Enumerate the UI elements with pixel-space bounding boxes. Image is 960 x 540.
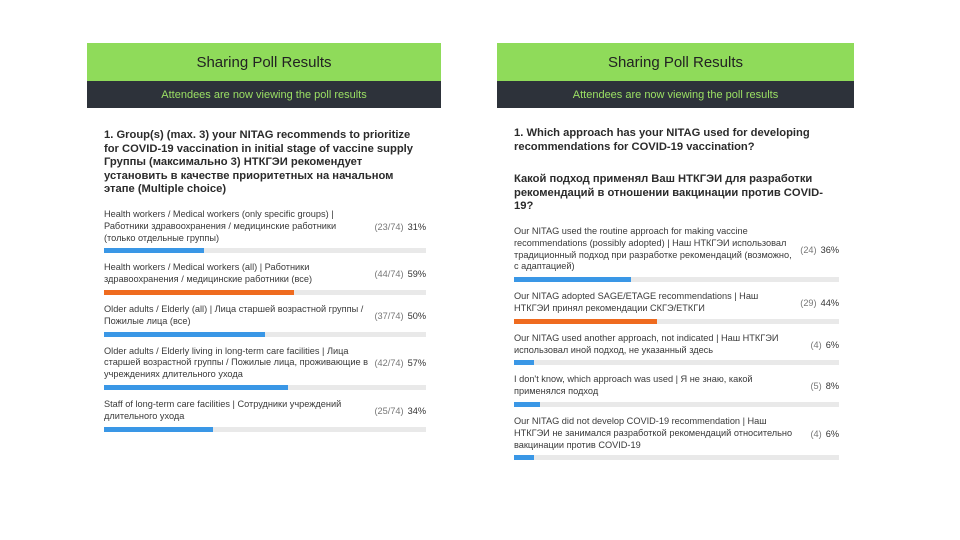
poll-option-bar-track	[104, 289, 426, 295]
poll-results-panel-left: Sharing Poll Results Attendees are now v…	[87, 43, 441, 468]
poll-option-count: (29)	[800, 297, 817, 308]
poll-option-row: Our NITAG used the routine approach for …	[514, 226, 839, 273]
poll-option-row: I don't know, which approach was used | …	[514, 374, 839, 398]
poll-option-label: Older adults / Elderly living in long-te…	[104, 345, 368, 380]
options-list: Our NITAG used the routine approach for …	[514, 226, 839, 461]
poll-option: Our NITAG did not develop COVID-19 recom…	[514, 416, 839, 461]
poll-question-russian: Какой подход применял Ваш НТКГЭИ для раз…	[514, 173, 823, 213]
poll-option-percent: 6%	[825, 339, 839, 350]
poll-option-row: Health workers / Medical workers (all) |…	[104, 262, 426, 286]
poll-option-bar-track	[514, 277, 839, 283]
poll-status-bar: Attendees are now viewing the poll resul…	[87, 81, 441, 108]
poll-option-count: (25/74)	[374, 405, 404, 416]
poll-option-percent: 57%	[407, 358, 426, 369]
poll-title: Sharing Poll Results	[607, 53, 744, 71]
poll-option-bar-track	[514, 360, 839, 366]
poll-option-bar-fill	[514, 401, 540, 407]
poll-option-percent: 8%	[825, 381, 839, 392]
poll-status-text: Attendees are now viewing the poll resul…	[572, 88, 779, 101]
poll-option: Our NITAG used another approach, not ind…	[514, 333, 839, 366]
poll-option-row: Staff of long-term care facilities | Сот…	[104, 399, 426, 423]
poll-option-row: Older adults / Elderly (all) | Лица стар…	[104, 304, 426, 328]
poll-option-bar-fill	[104, 289, 294, 295]
poll-option-label: Health workers / Medical workers (only s…	[104, 208, 337, 243]
poll-option-bar-fill	[514, 455, 534, 461]
poll-option-count: (24)	[800, 244, 817, 255]
poll-option-count: (23/74)	[374, 221, 404, 232]
poll-option-count: (4)	[810, 428, 822, 439]
poll-option-bar-track	[514, 401, 839, 407]
poll-option-bar-fill	[514, 360, 534, 366]
poll-option-row: Health workers / Medical workers (only s…	[104, 209, 426, 244]
poll-option-count: (44/74)	[374, 269, 404, 280]
poll-option-label: Our NITAG used another approach, not ind…	[514, 332, 779, 355]
poll-option-percent: 6%	[825, 428, 839, 439]
poll-option-bar-fill	[514, 277, 631, 283]
poll-option-count: (4)	[810, 339, 822, 350]
poll-title: Sharing Poll Results	[196, 53, 332, 71]
poll-option-row: Our NITAG did not develop COVID-19 recom…	[514, 416, 839, 451]
options-list: Health workers / Medical workers (only s…	[104, 209, 426, 432]
poll-option-label: Staff of long-term care facilities | Сот…	[104, 398, 342, 421]
poll-question: 1. Group(s) (max. 3) your NITAG recommen…	[104, 129, 413, 196]
poll-option-label: I don't know, which approach was used | …	[514, 374, 753, 397]
poll-option-row: Our NITAG adopted SAGE/ETAGE recommendat…	[514, 291, 839, 315]
poll-option-bar-track	[514, 455, 839, 461]
poll-option-label: Our NITAG used the routine approach for …	[514, 225, 792, 272]
poll-option-label: Older adults / Elderly (all) | Лица стар…	[104, 303, 364, 326]
poll-option-bar-fill	[104, 426, 214, 432]
poll-option-row: Our NITAG used another approach, not ind…	[514, 333, 839, 357]
poll-option-label: Health workers / Medical workers (all) |…	[104, 262, 313, 285]
poll-option-count: (37/74)	[374, 310, 404, 321]
poll-option-row: Older adults / Elderly living in long-te…	[104, 346, 426, 381]
poll-option: Older adults / Elderly living in long-te…	[104, 346, 426, 390]
poll-option-percent: 34%	[407, 405, 426, 416]
poll-option-percent: 36%	[820, 244, 839, 255]
poll-option-count: (5)	[810, 381, 822, 392]
poll-option-bar-track	[514, 318, 839, 324]
poll-option-bar-fill	[104, 248, 204, 254]
poll-option-percent: 31%	[407, 221, 426, 232]
poll-header: Sharing Poll Results	[87, 43, 441, 81]
poll-option-label: Our NITAG did not develop COVID-19 recom…	[514, 415, 793, 450]
poll-option-percent: 50%	[407, 310, 426, 321]
poll-option: Older adults / Elderly (all) | Лица стар…	[104, 304, 426, 337]
poll-option: Health workers / Medical workers (all) |…	[104, 262, 426, 295]
poll-option-percent: 59%	[407, 269, 426, 280]
poll-option-bar-track	[104, 384, 426, 390]
poll-option-bar-track	[104, 331, 426, 337]
poll-option: Health workers / Medical workers (only s…	[104, 209, 426, 254]
poll-option-bar-fill	[104, 331, 265, 337]
poll-header: Sharing Poll Results	[497, 43, 854, 81]
poll-option-bar-fill	[104, 384, 288, 390]
poll-option-label: Our NITAG adopted SAGE/ETAGE recommendat…	[514, 291, 759, 313]
poll-option: Our NITAG adopted SAGE/ETAGE recommendat…	[514, 291, 839, 324]
poll-option-count: (42/74)	[374, 358, 404, 369]
poll-option-bar-track	[104, 426, 426, 432]
poll-status-text: Attendees are now viewing the poll resul…	[161, 88, 367, 101]
poll-status-bar: Attendees are now viewing the poll resul…	[497, 81, 854, 108]
poll-option: Staff of long-term care facilities | Сот…	[104, 399, 426, 432]
poll-question: 1. Which approach has your NITAG used fo…	[514, 127, 810, 153]
poll-results-panel-right: Sharing Poll Results Attendees are now v…	[497, 43, 854, 468]
poll-option: Our NITAG used the routine approach for …	[514, 226, 839, 283]
poll-option: I don't know, which approach was used | …	[514, 374, 839, 407]
poll-option-percent: 44%	[820, 297, 839, 308]
poll-option-bar-fill	[514, 318, 657, 324]
poll-option-bar-track	[104, 248, 426, 254]
